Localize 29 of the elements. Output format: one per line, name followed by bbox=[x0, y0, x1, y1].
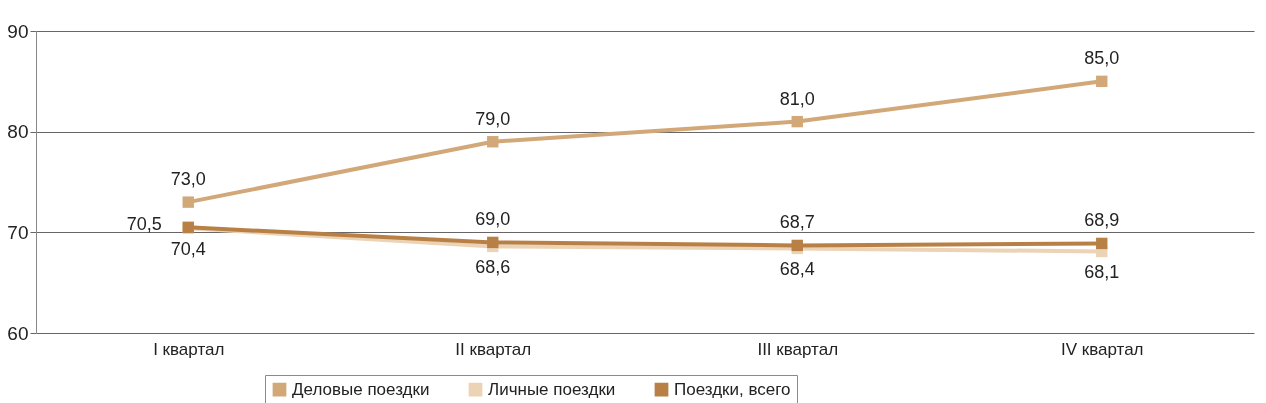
data-label: 73,0 bbox=[170, 169, 206, 190]
data-label: 81,0 bbox=[779, 88, 815, 109]
data-label: 68,4 bbox=[779, 259, 815, 280]
data-label: 70,5 bbox=[126, 214, 162, 235]
point bbox=[1096, 237, 1108, 250]
point bbox=[1096, 75, 1108, 88]
data-label: 68,1 bbox=[1084, 262, 1120, 283]
point bbox=[487, 136, 499, 148]
data-label: 69,0 bbox=[475, 209, 511, 230]
data-label: 68,6 bbox=[475, 257, 511, 278]
legend-label: Деловые поездки bbox=[292, 379, 430, 399]
x-tick-label: II квартал bbox=[455, 339, 532, 359]
point bbox=[487, 236, 499, 249]
x-tick-label: I квартал bbox=[153, 339, 225, 359]
y-tick-label: 70 bbox=[7, 221, 29, 243]
legend-label: Поездки, всего bbox=[674, 379, 791, 399]
data-label: 79,0 bbox=[475, 108, 511, 129]
legend-label: Личные поездки bbox=[488, 379, 616, 399]
x-tick-label: IV квартал bbox=[1060, 339, 1144, 359]
point bbox=[182, 196, 194, 208]
y-tick-label: 60 bbox=[7, 322, 29, 344]
x-tick-label: III квартал bbox=[757, 339, 839, 359]
data-label: 70,4 bbox=[170, 239, 206, 260]
y-tick-label: 90 bbox=[7, 20, 29, 42]
data-label: 68,9 bbox=[1084, 210, 1120, 231]
data-label: 85,0 bbox=[1084, 48, 1120, 69]
data-label: 68,7 bbox=[779, 212, 815, 233]
point bbox=[791, 115, 803, 128]
y-tick-label: 80 bbox=[7, 121, 29, 143]
